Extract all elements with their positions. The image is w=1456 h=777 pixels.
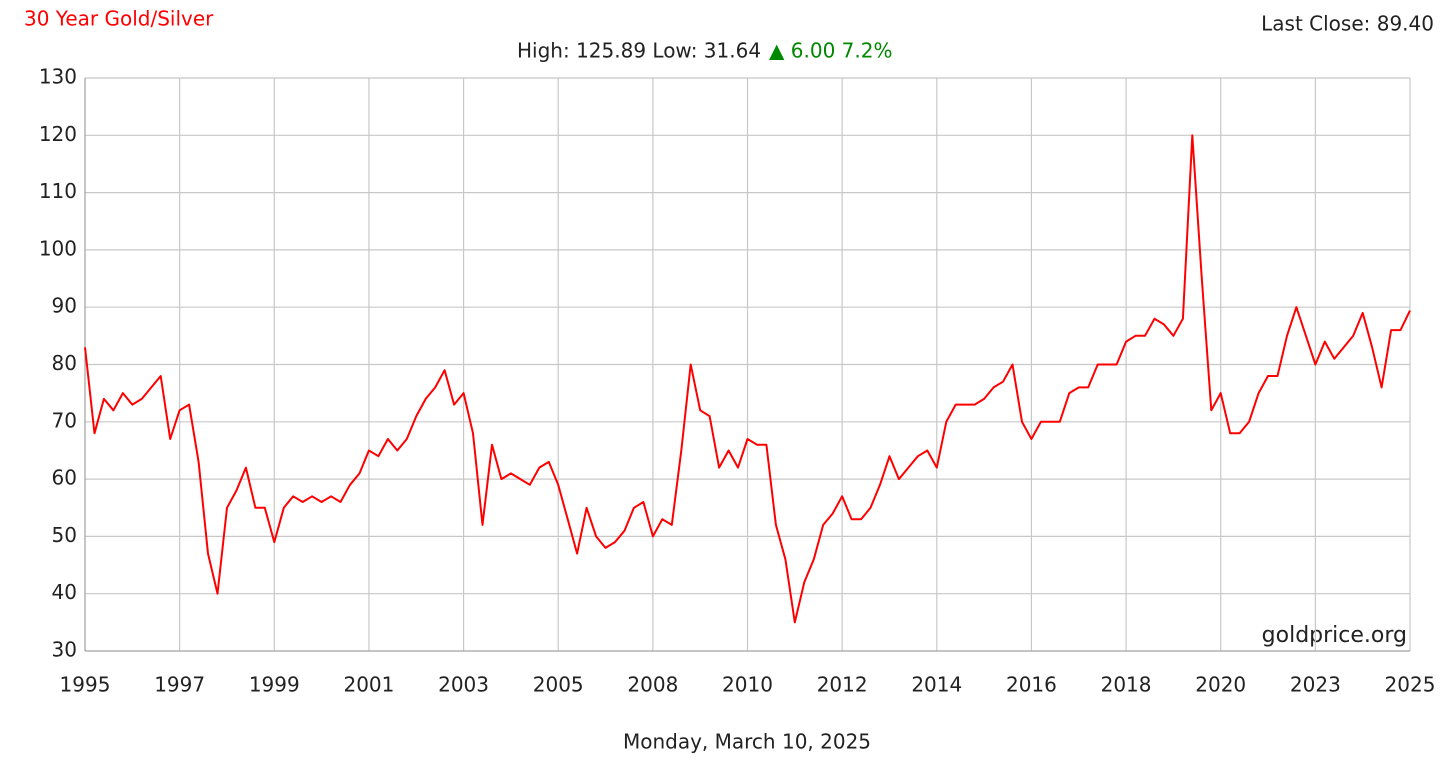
data-line: [84, 134, 1411, 624]
x-tick-label: 2018: [1101, 673, 1152, 697]
y-tick-label: 90: [52, 294, 77, 318]
x-tick-label: 2014: [911, 673, 962, 697]
x-tick-label: 2001: [343, 673, 394, 697]
y-tick-label: 50: [52, 523, 77, 547]
y-tick-label: 130: [39, 65, 77, 89]
footer-date: Monday, March 10, 2025: [623, 730, 871, 754]
watermark: goldprice.org: [1262, 623, 1407, 648]
x-tick-label: 2012: [817, 673, 868, 697]
x-tick-label: 2008: [627, 673, 678, 697]
x-tick-label: 2023: [1290, 673, 1341, 697]
x-tick-label: 1995: [60, 673, 111, 697]
high-low: High: 125.89 Low: 31.64: [517, 39, 761, 63]
y-tick-label: 60: [52, 466, 77, 490]
x-tick-label: 2025: [1385, 673, 1436, 697]
y-tick-label: 120: [39, 122, 77, 146]
x-tick-label: 2010: [722, 673, 773, 697]
x-tick-label: 2003: [438, 673, 489, 697]
y-tick-label: 100: [39, 236, 77, 260]
y-tick-label: 70: [52, 408, 77, 432]
chart-title: 30 Year Gold/Silver: [24, 7, 214, 31]
y-tick-label: 40: [52, 580, 77, 604]
x-tick-label: 1997: [154, 673, 205, 697]
x-tick-label: 2005: [533, 673, 584, 697]
y-tick-label: 80: [52, 351, 77, 375]
x-tick-label: 2020: [1195, 673, 1246, 697]
x-tick-label: 2016: [1006, 673, 1057, 697]
y-tick-label: 110: [39, 179, 77, 203]
y-tick-label: 30: [52, 638, 77, 662]
last-close: Last Close: 89.40: [1261, 12, 1434, 36]
x-tick-label: 1999: [249, 673, 300, 697]
change: ▲ 6.00 7.2%: [769, 39, 892, 63]
